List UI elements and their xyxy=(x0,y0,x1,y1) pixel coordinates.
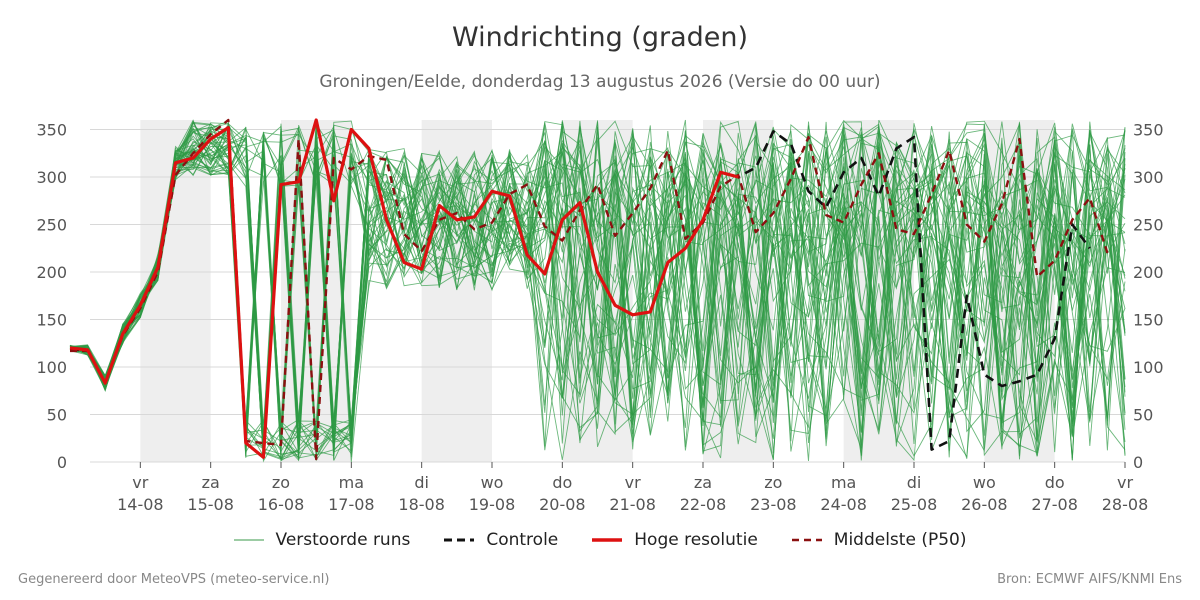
ensemble-run-line xyxy=(69,124,1126,456)
y-tick-label-right: 100 xyxy=(1133,358,1164,377)
footer-source: Bron: ECMWF AIFS/KNMI Ens xyxy=(997,572,1182,587)
ensemble-run-line xyxy=(69,120,1126,454)
y-tick-label-left: 150 xyxy=(36,311,67,330)
ensemble-run-line xyxy=(69,120,1126,462)
x-tick-day: vr xyxy=(132,473,148,492)
x-tick-day: ma xyxy=(339,473,364,492)
x-tick-date: 17-08 xyxy=(328,495,375,514)
legend-label-perturbed: Verstoorde runs xyxy=(275,530,411,550)
y-tick-label-right: 150 xyxy=(1133,311,1164,330)
x-tick-date: 27-08 xyxy=(1031,495,1078,514)
x-tick-day: di xyxy=(907,473,922,492)
x-tick-day: do xyxy=(552,473,572,492)
x-tick-date: 28-08 xyxy=(1102,495,1149,514)
y-axis-left: 0 50 100 150 200 250 300 350 xyxy=(36,121,67,473)
x-tick-day: wo xyxy=(481,473,504,492)
legend-swatch-median xyxy=(791,538,822,542)
x-tick-date: 22-08 xyxy=(680,495,727,514)
y-tick-label-left: 100 xyxy=(36,358,67,377)
x-tick-date: 16-08 xyxy=(258,495,305,514)
x-tick-day: za xyxy=(202,473,220,492)
y-tick-label-left: 350 xyxy=(36,121,67,140)
y-tick-label-right: 300 xyxy=(1133,168,1164,187)
series-control-line xyxy=(70,118,1091,459)
x-tick-date: 21-08 xyxy=(609,495,656,514)
ensemble-run-line xyxy=(69,120,1126,460)
x-tick-date: 14-08 xyxy=(117,495,164,514)
legend-label-high-res: Hoge resolutie xyxy=(634,530,758,550)
main-series xyxy=(69,118,1109,461)
legend-swatch-high-res xyxy=(592,538,623,542)
legend-item-high-res: Hoge resolutie xyxy=(592,530,758,550)
x-tick-day: di xyxy=(414,473,429,492)
ensemble-run-line xyxy=(69,126,1126,456)
x-tick-day: vr xyxy=(625,473,641,492)
x-tick-day: zo xyxy=(272,473,290,492)
legend-label-median: Middelste (P50) xyxy=(833,530,967,550)
y-tick-label-left: 250 xyxy=(36,216,67,235)
x-axis: vr 14-08 za 15-08 zo 16-08 ma 17-08 di 18-08 wo 19-… xyxy=(117,462,1148,514)
y-axis-right: 0 50 100 150 200 250 300 350 xyxy=(1133,121,1164,473)
y-tick-label-right: 0 xyxy=(1133,453,1143,472)
chart-title: Windrichting (graden) xyxy=(451,22,749,53)
ensemble-run-line xyxy=(69,121,1126,457)
x-tick-day: za xyxy=(694,473,712,492)
x-tick-date: 23-08 xyxy=(750,495,797,514)
y-tick-label-right: 250 xyxy=(1133,216,1164,235)
x-tick-day: wo xyxy=(973,473,996,492)
x-tick-day: zo xyxy=(764,473,782,492)
series-high-res-line xyxy=(69,118,739,459)
ensemble-run-line xyxy=(69,123,1126,460)
y-tick-label-left: 300 xyxy=(36,168,67,187)
x-tick-date: 15-08 xyxy=(187,495,234,514)
x-tick-date: 18-08 xyxy=(398,495,445,514)
legend-item-median: Middelste (P50) xyxy=(791,530,967,550)
x-tick-date: 19-08 xyxy=(469,495,516,514)
x-tick-date: 24-08 xyxy=(820,495,867,514)
y-tick-label-left: 0 xyxy=(57,453,67,472)
y-tick-label-left: 200 xyxy=(36,263,67,282)
legend-item-perturbed: Verstoorde runs xyxy=(233,530,411,550)
legend-item-control: Controle xyxy=(444,530,558,550)
x-tick-date: 25-08 xyxy=(891,495,938,514)
legend-swatch-perturbed xyxy=(233,539,264,541)
x-tick-date: 26-08 xyxy=(961,495,1008,514)
y-tick-label-left: 50 xyxy=(47,406,67,425)
footer-generated-by: Gegenereerd door MeteoVPS (meteo-service… xyxy=(18,572,330,587)
legend: Verstoorde runs Controle Hoge resolutie … xyxy=(0,530,1200,550)
series-median-line xyxy=(70,118,1109,461)
y-tick-label-right: 200 xyxy=(1133,263,1164,282)
x-tick-day: vr xyxy=(1117,473,1133,492)
x-tick-date: 20-08 xyxy=(539,495,586,514)
y-tick-label-right: 350 xyxy=(1133,121,1164,140)
x-tick-day: do xyxy=(1045,473,1065,492)
legend-label-control: Controle xyxy=(486,530,559,550)
legend-swatch-control xyxy=(444,538,475,542)
y-tick-label-right: 50 xyxy=(1133,406,1153,425)
chart-subtitle: Groningen/Eelde, donderdag 13 augustus 2… xyxy=(319,72,881,92)
x-tick-day: ma xyxy=(831,473,856,492)
